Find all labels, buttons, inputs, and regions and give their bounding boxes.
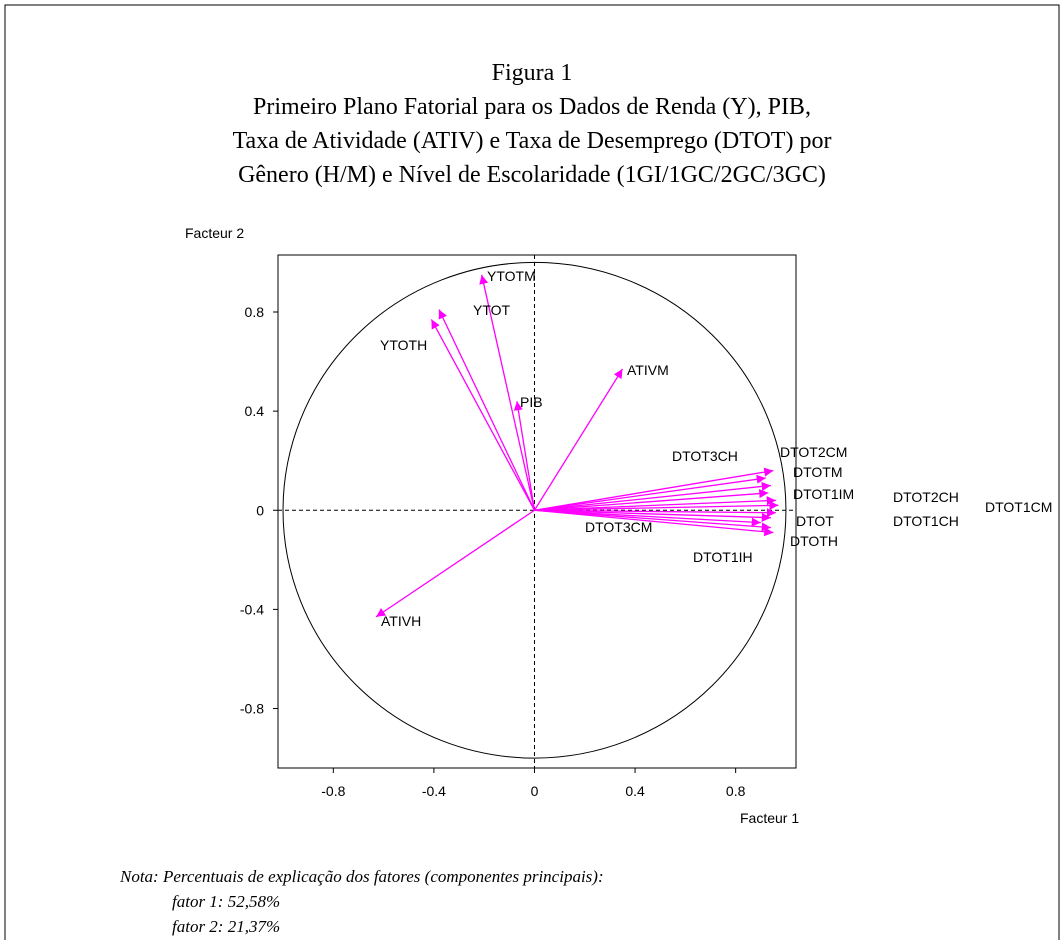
point-label: DTOT1IH [693, 549, 753, 565]
point-label: DTOT1CH [893, 513, 959, 529]
vector [534, 509, 771, 522]
point-label: DTOT1CM [985, 499, 1052, 515]
point-label: ATIVH [381, 613, 421, 629]
x-tick-label: 0 [531, 783, 539, 799]
note: Nota: Percentuais de explicação dos fato… [119, 867, 604, 886]
point-label: DTOTM [793, 464, 843, 480]
point-label: YTOTH [380, 337, 427, 353]
y-tick-label: -0.8 [240, 701, 264, 717]
vector [534, 500, 779, 511]
subtitle: Gênero (H/M) e Nível de Escolaridade (1G… [238, 162, 826, 188]
plot-frame [277, 254, 797, 769]
y-tick-label: 0 [256, 502, 264, 518]
point-label: DTOTH [790, 533, 838, 549]
vector [534, 496, 776, 511]
vector [534, 509, 774, 537]
point-label: DTOT3CH [672, 448, 738, 464]
point-label: DTOT1IM [793, 486, 854, 502]
x-tick-label: 0.8 [726, 783, 746, 799]
vector [534, 467, 774, 511]
y-tick-label: -0.4 [240, 601, 264, 617]
point-label: DTOT3CM [585, 519, 652, 535]
note: fator 2: 21,37% [172, 917, 280, 936]
vector [534, 508, 776, 518]
point-label: YTOTM [487, 268, 536, 284]
x-axis-label: Facteur 1 [740, 810, 799, 826]
y-tick-label: 0.4 [245, 403, 265, 419]
vector [534, 509, 771, 532]
vector [533, 368, 624, 511]
point-label: ATIVM [627, 362, 669, 378]
vector [534, 481, 771, 511]
vector [438, 309, 536, 511]
vector [479, 274, 536, 511]
point-label: DTOT2CM [780, 444, 847, 460]
point-label: DTOT2CH [893, 489, 959, 505]
vector [534, 474, 766, 511]
vector [513, 401, 536, 511]
vector [534, 509, 761, 527]
point-label: DTOT [796, 513, 834, 529]
y-tick-label: 0.8 [245, 304, 265, 320]
x-tick-label: -0.8 [321, 783, 345, 799]
chart-title: Figura 1 [492, 60, 573, 86]
subtitle: Primeiro Plano Fatorial para os Dados de… [253, 94, 811, 120]
subtitle: Taxa de Atividade (ATIV) e Taxa de Desem… [233, 128, 832, 154]
vector [534, 489, 769, 511]
page-border [4, 4, 1060, 940]
point-label: YTOT [473, 302, 511, 318]
x-tick-label: -0.4 [422, 783, 446, 799]
point-label: PIB [520, 394, 543, 410]
y-axis-label: Facteur 2 [185, 225, 244, 241]
note: fator 1: 52,58% [172, 892, 280, 911]
x-tick-label: 0.4 [625, 783, 645, 799]
vector [430, 319, 536, 511]
vector [375, 509, 535, 618]
